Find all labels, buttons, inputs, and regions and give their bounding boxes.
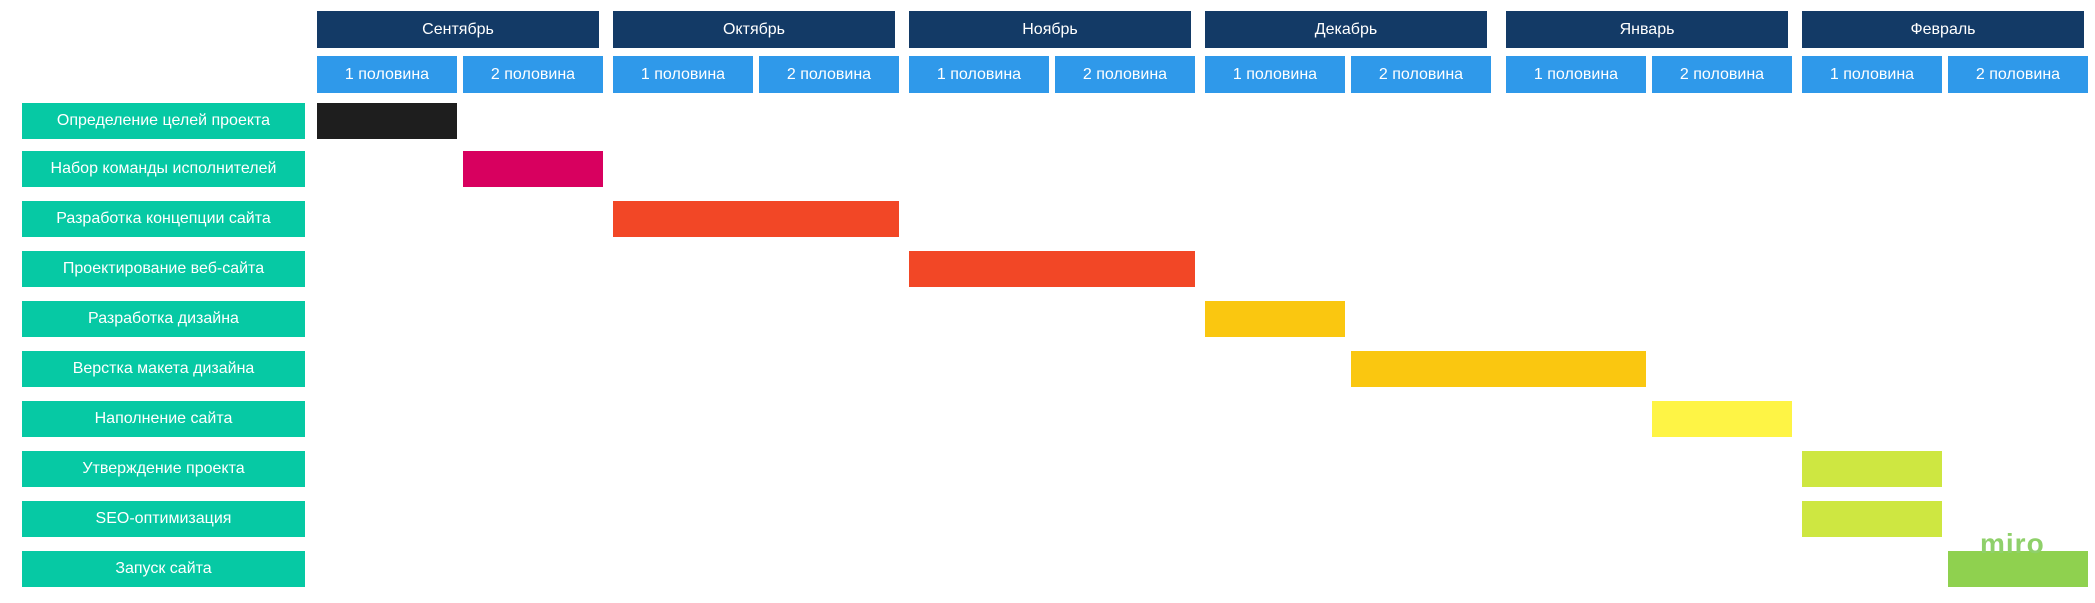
task-label: Утверждение проекта: [22, 451, 305, 487]
half-header: 1 половина: [1506, 56, 1646, 93]
month-header: Сентябрь: [317, 11, 599, 48]
task-bar: [1652, 401, 1792, 437]
half-header: 1 половина: [613, 56, 753, 93]
month-header: Ноябрь: [909, 11, 1191, 48]
task-label: Верстка макета дизайна: [22, 351, 305, 387]
task-label: Запуск сайта: [22, 551, 305, 587]
task-bar: [1351, 351, 1646, 387]
task-label: Набор команды исполнителей: [22, 151, 305, 187]
task-label: Определение целей проекта: [22, 103, 305, 139]
month-header: Декабрь: [1205, 11, 1487, 48]
half-header: 2 половина: [463, 56, 603, 93]
half-header: 2 половина: [1652, 56, 1792, 93]
miro-watermark: miro: [1980, 528, 2045, 559]
task-label: Проектирование веб-сайта: [22, 251, 305, 287]
half-header: 1 половина: [317, 56, 457, 93]
task-label: Разработка дизайна: [22, 301, 305, 337]
half-header: 2 половина: [1948, 56, 2088, 93]
task-bar: [1802, 501, 1942, 537]
month-header: Февраль: [1802, 11, 2084, 48]
half-header: 1 половина: [1205, 56, 1345, 93]
task-bar: [1205, 301, 1345, 337]
month-header: Январь: [1506, 11, 1788, 48]
task-bar: [1948, 551, 2088, 587]
task-bar: [613, 201, 899, 237]
half-header: 2 половина: [759, 56, 899, 93]
half-header: 1 половина: [909, 56, 1049, 93]
task-bar: [909, 251, 1195, 287]
task-bar: [1802, 451, 1942, 487]
task-label: SEO-оптимизация: [22, 501, 305, 537]
task-bar: [317, 103, 457, 139]
task-label: Наполнение сайта: [22, 401, 305, 437]
task-bar: [463, 151, 603, 187]
half-header: 2 половина: [1055, 56, 1195, 93]
half-header: 1 половина: [1802, 56, 1942, 93]
month-header: Октябрь: [613, 11, 895, 48]
task-label: Разработка концепции сайта: [22, 201, 305, 237]
half-header: 2 половина: [1351, 56, 1491, 93]
